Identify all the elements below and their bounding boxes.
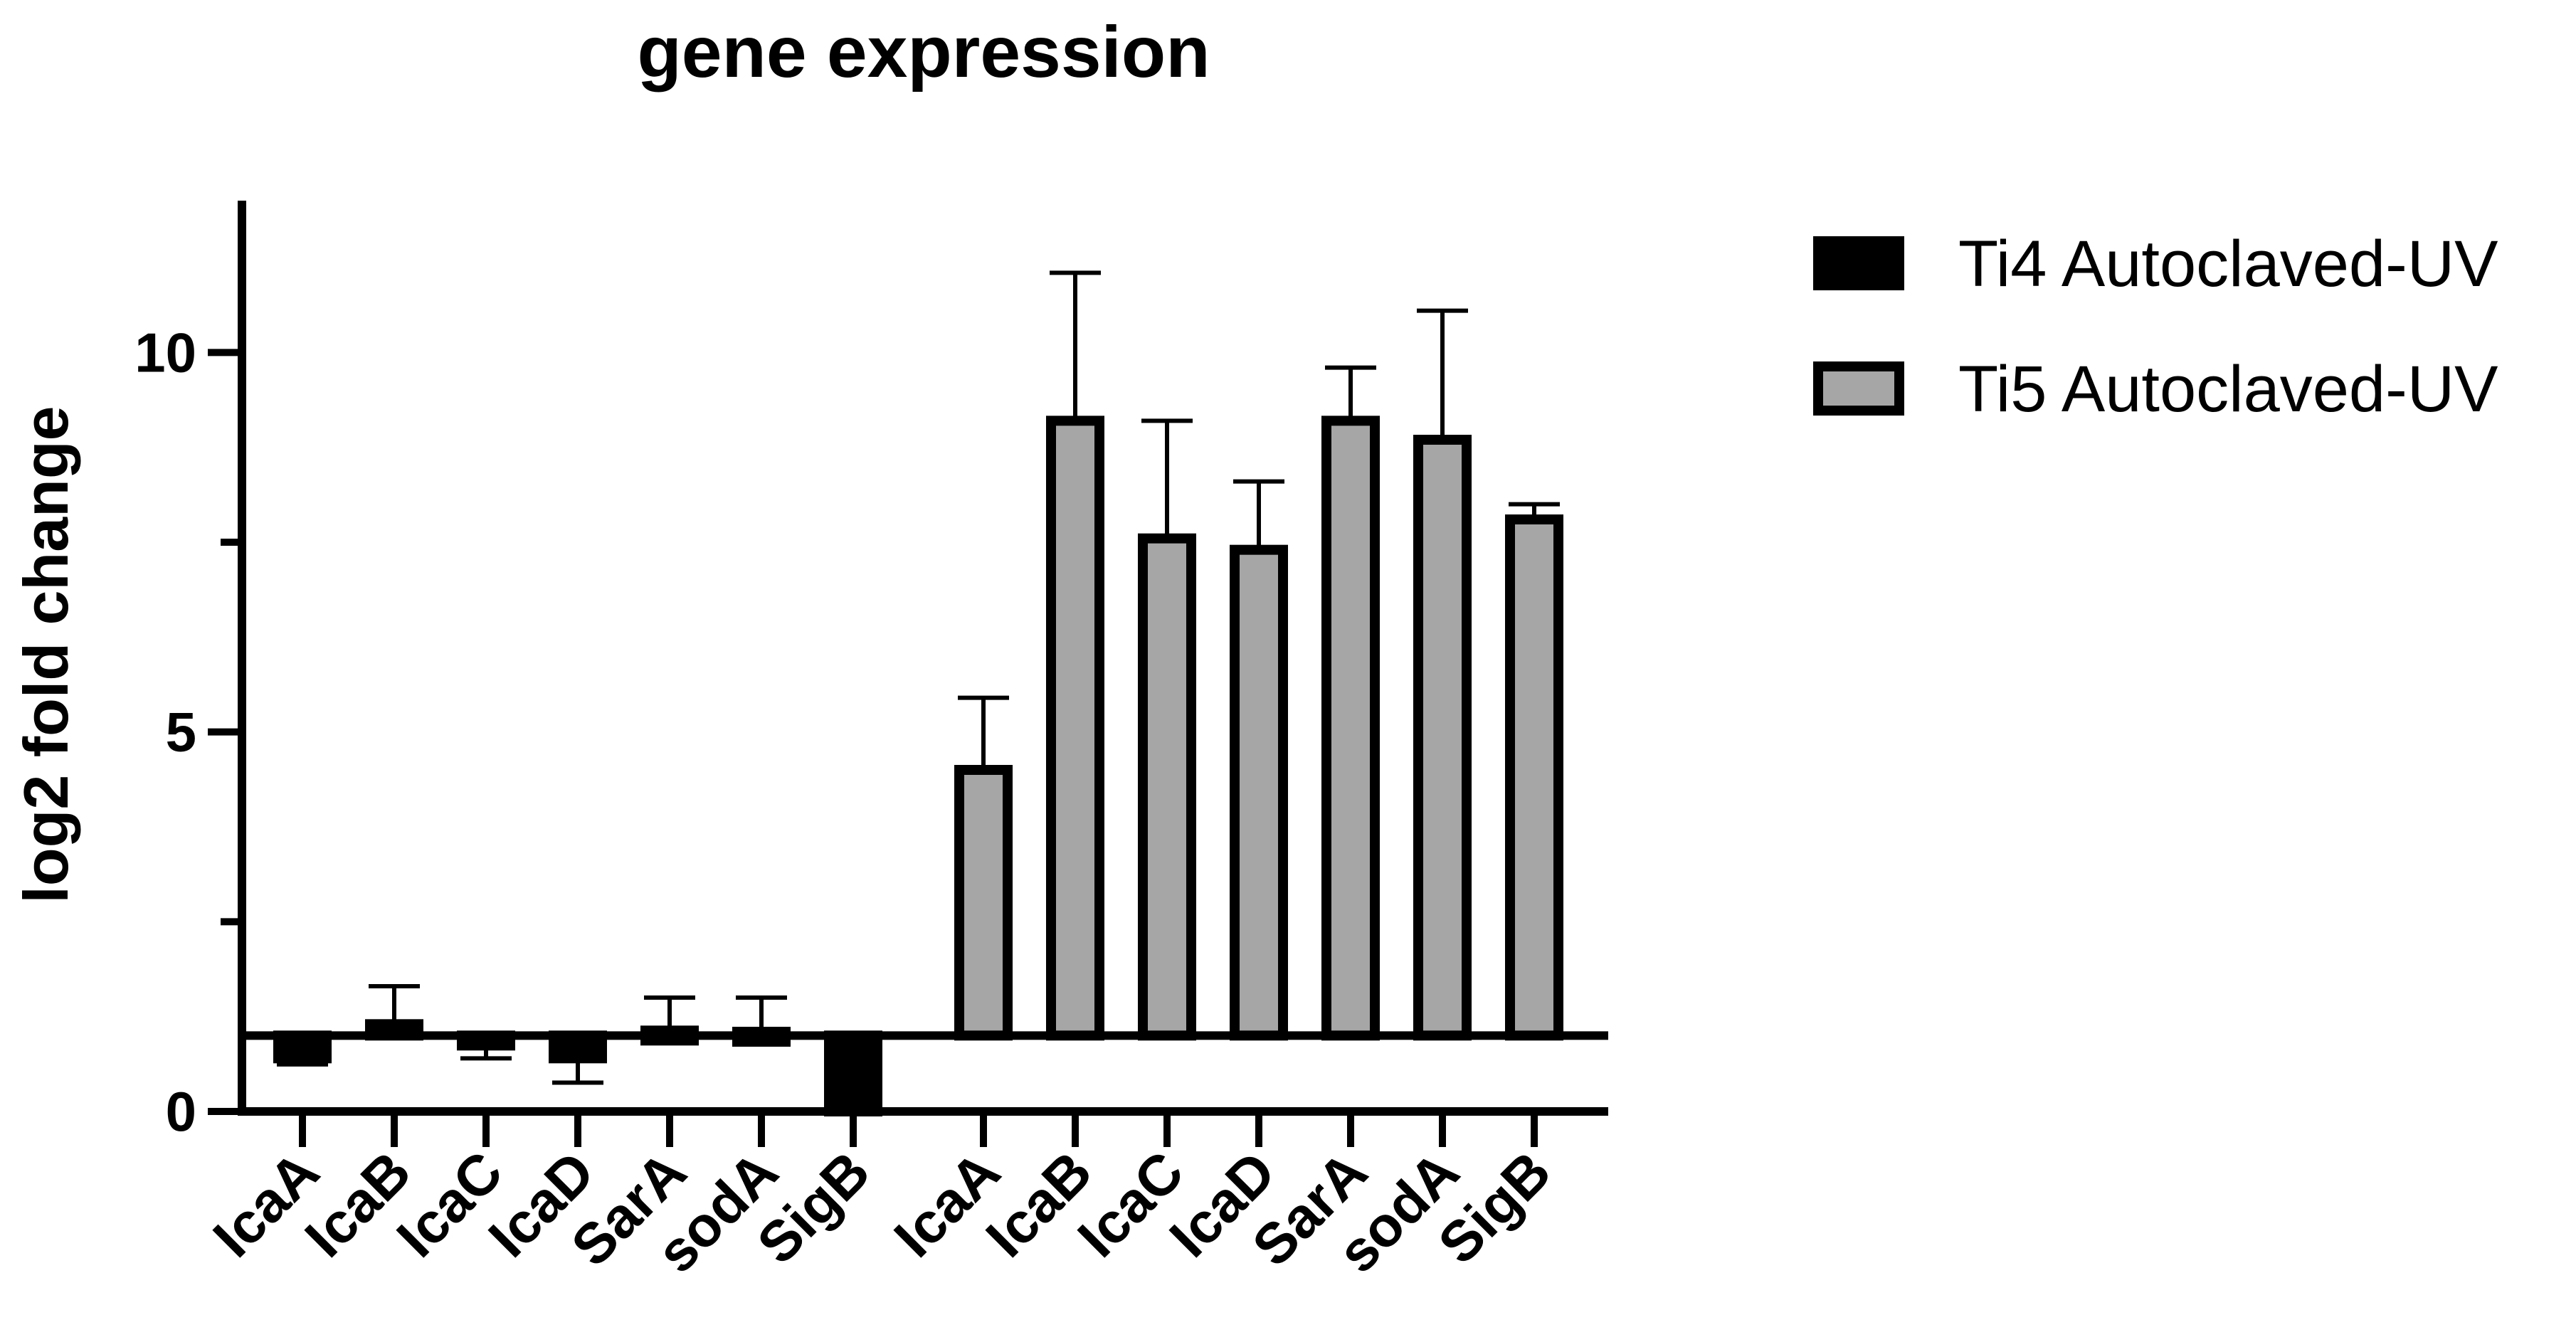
y-axis-label: log2 fold change [11, 406, 81, 903]
bar-SigB [824, 1030, 882, 1117]
legend-swatch [1813, 236, 1904, 290]
bar-IcaB [1046, 416, 1104, 1041]
legend-label: Ti4 Autoclaved-UV [1958, 228, 2498, 300]
legend-swatch [1813, 361, 1904, 416]
chart-title: gene expression [638, 11, 1210, 93]
bar-sodA [1413, 435, 1472, 1041]
y-tick-label: 0 [166, 1080, 196, 1143]
bar-SigB [1505, 514, 1563, 1041]
x-tick-label: IcaB [974, 1139, 1104, 1269]
x-tick-label: IcaC [385, 1139, 514, 1269]
y-tick-label: 5 [166, 701, 196, 764]
x-tick-label: IcaC [1066, 1139, 1195, 1269]
x-tick-label: IcaA [882, 1139, 1012, 1269]
bar-IcaA [954, 765, 1013, 1041]
bar-IcaC [1138, 533, 1196, 1041]
bar-SarA [1321, 416, 1380, 1041]
y-tick-label: 10 [134, 321, 196, 384]
bar-IcaD [1230, 544, 1288, 1041]
x-tick-label: IcaB [293, 1139, 423, 1269]
legend: Ti4 Autoclaved-UV Ti5 Autoclaved-UV [1813, 228, 2498, 426]
x-tick-label: IcaA [201, 1139, 331, 1269]
legend-label: Ti5 Autoclaved-UV [1958, 353, 2498, 426]
